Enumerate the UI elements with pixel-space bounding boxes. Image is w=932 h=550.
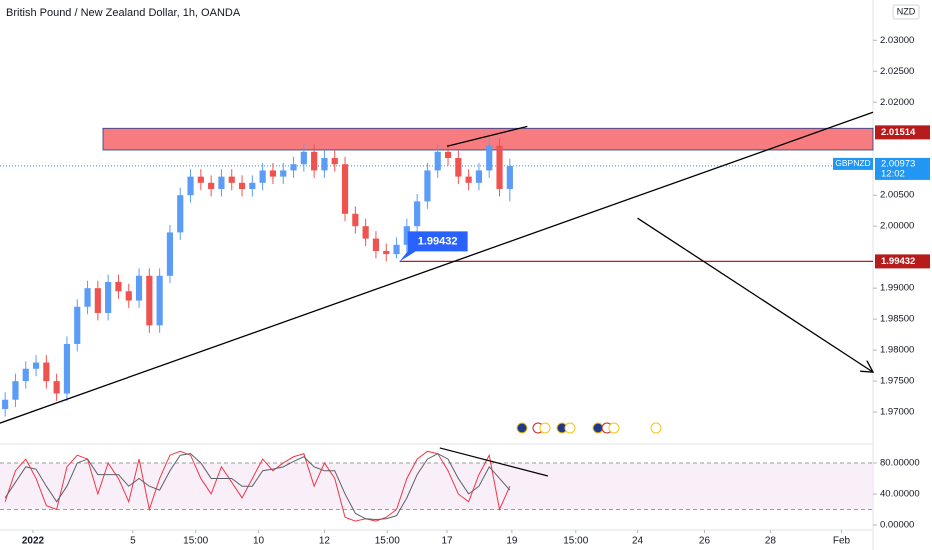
oscillator-line xyxy=(4,453,511,521)
candle-body xyxy=(156,275,163,326)
level-tag-label: 1.99432 xyxy=(881,256,915,267)
x-tick-label: Feb xyxy=(833,536,851,547)
candle-body xyxy=(290,164,297,171)
y-tick-label: 2.03000 xyxy=(880,35,914,46)
candle-body xyxy=(434,151,441,171)
candle-body xyxy=(424,170,431,202)
candle-body xyxy=(311,151,318,171)
candle-body xyxy=(22,368,29,382)
x-tick-label: 12 xyxy=(319,536,331,547)
candle-body xyxy=(125,291,132,301)
candle-body xyxy=(259,170,266,183)
current-price-tag xyxy=(875,157,930,180)
candle-body xyxy=(362,226,369,239)
x-tick-label: 24 xyxy=(632,536,644,547)
candle-body xyxy=(32,362,40,369)
y-tick-label: 1.97500 xyxy=(880,376,914,387)
level-tag xyxy=(875,254,930,269)
y-tick-label: 1.99000 xyxy=(880,283,914,294)
currency-label: NZD xyxy=(897,6,916,16)
candle-body xyxy=(352,213,359,227)
y2-tick-label: 40.00000 xyxy=(880,488,920,499)
y-tick-label: 1.98500 xyxy=(880,314,914,325)
candle-body xyxy=(218,176,225,190)
y-tick-label: 2.02000 xyxy=(880,97,914,108)
candle-body xyxy=(444,151,452,159)
candle-body xyxy=(486,145,493,171)
candle-body xyxy=(146,275,153,326)
candle-body xyxy=(321,158,328,171)
candle-body xyxy=(135,275,143,301)
candle-body xyxy=(187,176,194,196)
x-tick-label: 2022 xyxy=(22,536,45,547)
candle-body xyxy=(197,176,204,183)
current-tag xyxy=(833,157,873,170)
x-tick-label: 15:00 xyxy=(375,536,400,547)
candle-body xyxy=(166,232,174,276)
candle-body xyxy=(177,195,184,233)
callout-label: 1.99432 xyxy=(418,235,458,247)
x-tick-label: 19 xyxy=(506,536,518,547)
candle-body xyxy=(2,399,9,410)
current-price-label: 2.00973 xyxy=(881,158,915,169)
candle-body xyxy=(94,288,101,313)
trend-line xyxy=(0,111,874,424)
currency-badge[interactable] xyxy=(892,4,920,20)
candle-body xyxy=(249,182,256,190)
x-tick-label: 28 xyxy=(765,536,777,547)
current-symbol: GBPNZD xyxy=(835,158,870,168)
candle-body xyxy=(331,158,338,165)
callout-box xyxy=(399,231,468,262)
candle-body xyxy=(43,362,50,382)
level-tag xyxy=(875,125,930,140)
candle-body xyxy=(115,281,122,292)
candle-body xyxy=(228,176,235,183)
candle-body xyxy=(414,201,421,227)
countdown-label: 12:02 xyxy=(881,168,905,179)
candle-body xyxy=(269,170,277,177)
event-icons xyxy=(516,422,662,434)
candle-body xyxy=(383,250,390,255)
y-tick-label: 2.00500 xyxy=(880,190,914,201)
candle-body xyxy=(455,158,462,177)
y-tick-label: 2.02500 xyxy=(880,66,914,77)
candle-body xyxy=(74,306,81,344)
candle-body xyxy=(475,170,483,183)
oscillator-trend-line xyxy=(439,447,549,477)
candle-body xyxy=(208,182,215,190)
oscillator-line xyxy=(4,450,511,522)
candle-body xyxy=(403,226,410,245)
x-tick-label: 15:00 xyxy=(563,536,588,547)
candle-body xyxy=(393,244,400,255)
trend-line xyxy=(446,125,528,147)
candle-body xyxy=(84,288,91,307)
y-tick-label: 2.00000 xyxy=(880,221,914,232)
candle-body xyxy=(280,170,287,177)
y-tick-label: 1.98000 xyxy=(880,345,914,356)
candle-body xyxy=(63,343,71,394)
level-tag-label: 2.01514 xyxy=(881,127,916,138)
y2-tick-label: 80.00000 xyxy=(880,457,920,468)
x-tick-label: 5 xyxy=(130,536,136,547)
y-tick-label: 1.97000 xyxy=(880,407,914,418)
candle-body xyxy=(372,238,380,251)
candle-body xyxy=(300,151,307,165)
x-tick-label: 26 xyxy=(699,536,711,547)
x-tick-label: 10 xyxy=(253,536,265,547)
trend-line xyxy=(637,217,873,372)
candle-body xyxy=(465,176,472,183)
candle-body xyxy=(496,145,503,190)
candle-body xyxy=(12,381,19,400)
y2-tick-label: 0.00000 xyxy=(880,519,914,530)
candle-body xyxy=(53,381,60,394)
candle-body xyxy=(238,182,246,190)
chart-title: British Pound / New Zealand Dollar, 1h, … xyxy=(6,7,241,19)
oscillator-band xyxy=(0,462,873,510)
x-tick-label: 15:00 xyxy=(183,536,208,547)
candle-body xyxy=(341,164,349,214)
candle-body xyxy=(105,281,112,313)
x-tick-label: 17 xyxy=(441,536,453,547)
candle-body xyxy=(506,166,513,190)
